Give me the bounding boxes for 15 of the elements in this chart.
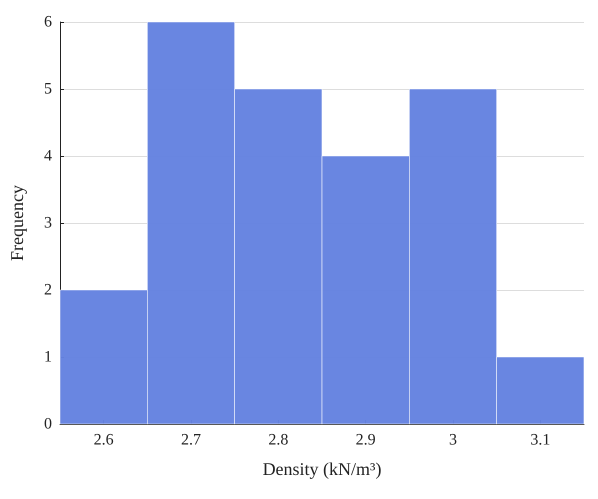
y-tick-label: 2 <box>44 282 52 298</box>
x-tick-label: 2.6 <box>94 432 114 448</box>
y-tick-label: 1 <box>44 348 52 366</box>
y-tick-label: 0 <box>44 416 52 432</box>
x-tick-label: 2.8 <box>268 432 288 448</box>
x-tick-label: 2.7 <box>181 432 201 448</box>
x-tick-label: 3 <box>449 432 457 448</box>
y-tick-label: 3 <box>44 214 52 232</box>
x-tick-label: 2.9 <box>356 432 376 448</box>
y-tick-label: 6 <box>44 14 52 30</box>
x-tick-label: 3.1 <box>530 432 550 448</box>
x-axis-title: Density (kN/m³) <box>262 459 382 479</box>
y-tick-label: 4 <box>44 148 52 164</box>
y-tick-label: 5 <box>44 80 52 98</box>
y-axis-title: Frequency <box>7 185 27 261</box>
